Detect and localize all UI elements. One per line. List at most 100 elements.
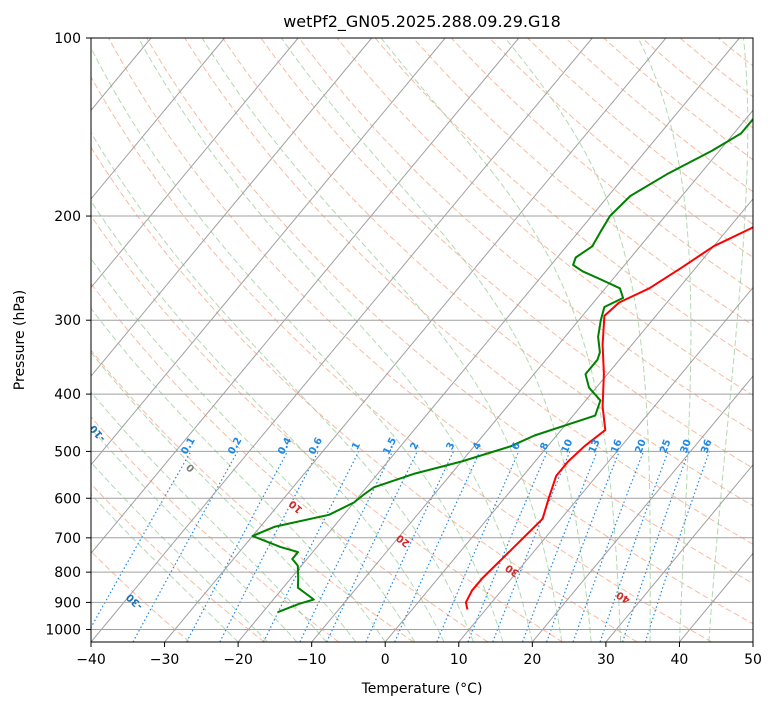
dry-adiabat-line [260, 38, 753, 469]
dry-adiabat-label: -30 [125, 591, 146, 611]
mixing-ratio-line [622, 451, 690, 642]
moist-adiabat-line [91, 493, 239, 642]
dry-adiabat-line [298, 38, 753, 433]
dry-adiabat-line [222, 38, 753, 507]
mixing-ratio-label: 36 [700, 438, 715, 455]
dry-adiabat-line [412, 38, 753, 326]
mixing-ratio-line [219, 451, 319, 642]
x-tick-label: 40 [671, 652, 689, 668]
isotherm-line [679, 552, 753, 642]
mixing-ratio-line [436, 451, 520, 642]
moist-adiabat-line [280, 38, 592, 642]
sounding-series [251, 117, 753, 614]
mixing-ratio-line [599, 451, 669, 642]
mixing-ratio-line [91, 451, 192, 629]
isotherm-line [0, 38, 4, 642]
mixing-ratio-label: 0.6 [307, 436, 325, 457]
isotherm-line [458, 286, 753, 642]
mixing-ratio-line [394, 451, 481, 642]
dry-adiabat-line [91, 550, 191, 642]
dry-adiabat-line [336, 38, 753, 396]
dry-adiabat-label: 0 [185, 461, 198, 474]
x-tick-label: 20 [523, 652, 541, 668]
moist-adiabat-line [91, 427, 298, 642]
dry-adiabat-line [91, 483, 265, 642]
mixing-ratio-line [262, 451, 360, 642]
dry-adiabat-line [717, 38, 753, 67]
isotherm-line [384, 198, 753, 642]
moist-adiabat-line [91, 257, 416, 642]
moist-adiabat-line [91, 351, 357, 642]
dry-adiabat-label: 30 [504, 562, 522, 579]
mixing-ratio-label: 0.1 [179, 436, 197, 457]
x-tick-label: 50 [744, 652, 762, 668]
isotherm-line [311, 109, 753, 642]
mixing-ratio-lines [91, 451, 710, 642]
plot-area: -100-90-80-70-60-50-40-30-20-10010203040… [0, 38, 753, 642]
x-axis-label: Temperature (°C) [361, 681, 483, 697]
isotherm-line [91, 38, 225, 200]
dry-adiabat-line [91, 349, 414, 642]
moist-adiabat-line [137, 38, 533, 642]
mixing-ratio-label: 10 [560, 438, 576, 455]
dry-adiabat-line [91, 282, 489, 642]
x-tick-label: −40 [76, 652, 106, 668]
moist-adiabat-line [201, 38, 563, 642]
dry-adiabat-line [374, 38, 753, 361]
dry-adiabat-line [91, 416, 340, 642]
dry-adiabat-line [184, 38, 753, 545]
mixing-ratio-line [299, 451, 394, 642]
mixing-ratio-label: 8 [539, 441, 552, 452]
dry-adiabat-line [451, 38, 753, 292]
y-axis: 100 200 300 400 500 600 700 800 900 1000 [45, 31, 91, 638]
dry-adiabat-line [91, 76, 713, 642]
y-tick-label: 900 [54, 595, 81, 611]
dry-adiabat-line [565, 38, 753, 193]
dry-adiabats [91, 38, 753, 642]
plot-frame [90, 37, 754, 643]
dry-adiabat-line [679, 38, 753, 98]
moist-adiabat-line [91, 461, 268, 642]
line-labels: -100-90-80-70-60-50-40-30-20-10010203040… [91, 422, 715, 611]
dry-adiabat-line [91, 215, 563, 642]
chart-title: wetPf2_GN05.2025.288.09.29.G18 [283, 12, 561, 32]
mixing-ratio-line [644, 451, 710, 642]
y-tick-label: 100 [54, 31, 81, 47]
mixing-ratio-label: 2 [409, 441, 422, 452]
y-tick-label: 200 [54, 209, 81, 225]
y-tick-label: 500 [54, 444, 81, 460]
x-tick-label: 30 [597, 652, 615, 668]
isotherm-line [752, 641, 753, 642]
mixing-ratio-line [467, 451, 548, 642]
isotherm-line [237, 38, 740, 642]
mixing-ratio-label: 1 [350, 441, 363, 452]
isotherm-line [91, 38, 446, 466]
y-tick-label: 300 [54, 313, 81, 329]
isotherm-line [91, 38, 520, 555]
dry-adiabat-line [603, 38, 753, 161]
y-tick-label: 400 [54, 387, 81, 403]
mixing-ratio-line [365, 451, 454, 642]
dry-adiabat-label: 10 [287, 498, 305, 515]
mixing-ratio-label: 4 [471, 441, 484, 452]
mixing-ratio-line [132, 451, 239, 642]
moist-adiabat-line [91, 46, 504, 642]
moist-adiabat-line [380, 38, 622, 642]
isotherms [0, 38, 753, 642]
mixing-ratio-label: 30 [679, 438, 694, 455]
dry-adiabat-line [641, 38, 753, 129]
x-tick-label: −10 [297, 652, 327, 668]
mixing-ratio-line [326, 451, 418, 642]
mixing-ratio-line [572, 451, 645, 642]
y-tick-label: 1000 [45, 622, 81, 638]
dry-adiabat-line [91, 146, 638, 642]
temperature-profile-line [464, 226, 753, 610]
isotherm-line [605, 463, 753, 642]
moist-adiabats [91, 38, 749, 642]
y-tick-label: 800 [54, 565, 81, 581]
x-tick-label: 0 [381, 652, 390, 668]
mixing-ratio-label: 3 [445, 441, 458, 452]
y-tick-label: 700 [54, 531, 81, 547]
dewpoint-profile-line [251, 117, 753, 614]
x-axis: −40 −30 −20 −10 0 10 20 30 40 50 [76, 642, 762, 668]
